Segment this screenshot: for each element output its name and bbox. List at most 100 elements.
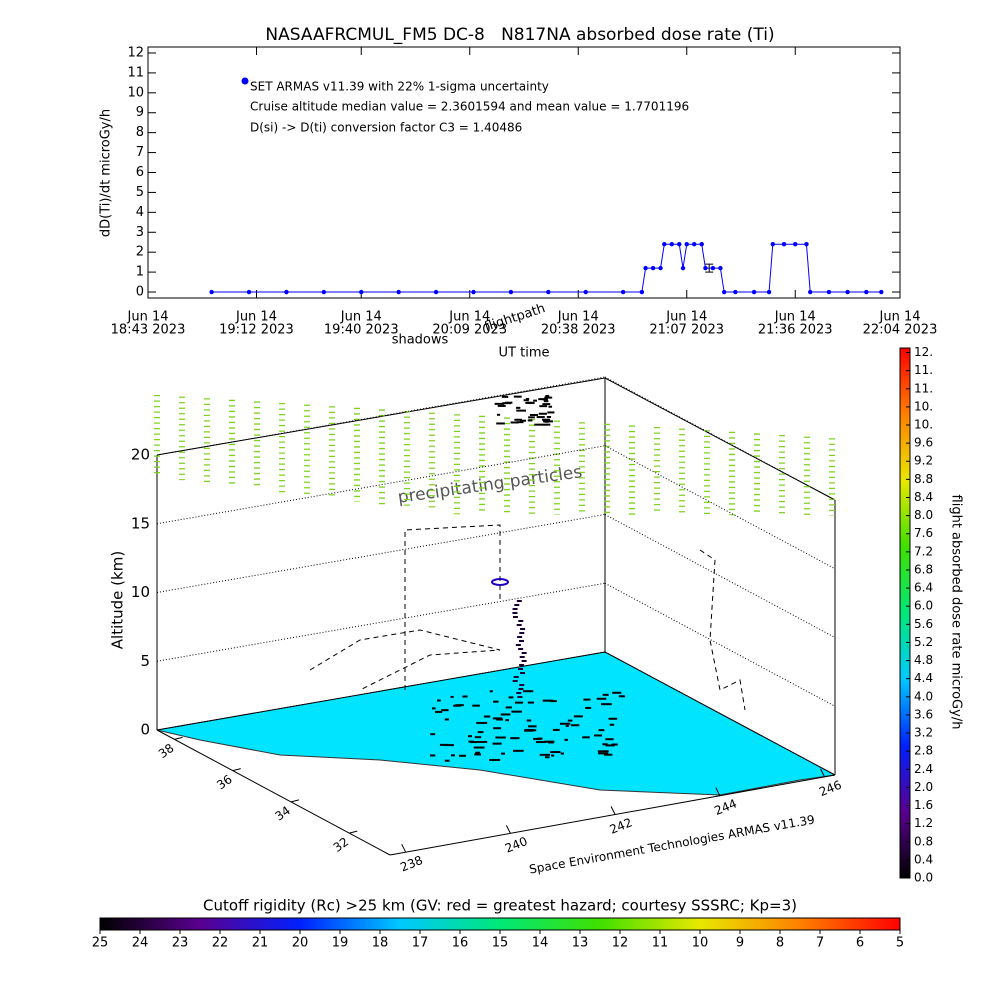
lat-tick [232, 768, 241, 772]
flight-blip [515, 644, 521, 646]
flight-blip [518, 688, 524, 690]
colorbar [99, 917, 901, 931]
ground-shadow [444, 759, 450, 762]
flight-blip [521, 660, 527, 662]
ground-shadow [551, 754, 555, 757]
colorbar-tick-label: 3.2 [914, 726, 933, 740]
z-axis-title: Altitude (km) [109, 551, 127, 649]
ground-shadow [430, 733, 436, 736]
lat-tick [290, 799, 300, 803]
data-point [321, 289, 327, 295]
lon-tick-label: 238 [398, 853, 424, 875]
chart-title: NASAAFRCMUL_FM5 DC-8 N817NA absorbed dos… [265, 25, 774, 45]
flight-blip [543, 400, 549, 403]
colorbar-tick-label: 5.6 [914, 617, 933, 631]
ground-shadow [512, 749, 524, 752]
y-tick-label: 7 [136, 145, 144, 160]
flight-blip [514, 604, 520, 606]
x-tick-label: 18:43 2023 [111, 323, 186, 338]
annotation: D(si) -> D(ti) conversion factor C3 = 1.… [250, 121, 522, 135]
colorbar-tick-label: 8.8 [914, 472, 933, 486]
y-tick-label: 5 [136, 185, 144, 200]
flight-blip [545, 395, 550, 398]
ground-shadow [489, 690, 493, 693]
flight-blip [505, 401, 513, 404]
flight-blip [539, 405, 548, 408]
data-point [658, 265, 663, 271]
colorbar-tick-label: 2.0 [914, 780, 933, 794]
ground-shadow [468, 740, 474, 743]
flight-blip [538, 398, 548, 401]
data-point [808, 289, 813, 295]
ground-shadow [602, 743, 608, 746]
ground-shadow [493, 727, 502, 730]
ground-shadow [439, 743, 449, 746]
lon-tick-label: 244 [712, 796, 738, 818]
colorbar-tick-label: 6.8 [914, 562, 933, 576]
ground-shadow [434, 710, 443, 713]
ground-shadow [492, 742, 502, 745]
legend-label: SET ARMAS v11.39 with 22% 1-sigma uncert… [250, 80, 549, 94]
ground-shadow [605, 738, 614, 741]
colorbar-tick-label: 11 [652, 936, 669, 951]
ground-shadow [474, 753, 481, 756]
flight-blip [534, 423, 543, 426]
colorbar-tick-label: 6 [856, 936, 864, 951]
colorbar-tick-label: 9.6 [914, 436, 933, 450]
flight-blip [544, 420, 549, 423]
colorbar-tick-label: 18 [372, 936, 389, 951]
ground-shadow [444, 718, 449, 721]
y-tick-label: 9 [136, 105, 144, 120]
ground-shadow [431, 707, 436, 710]
flight-blip [533, 399, 538, 402]
flight-blip [497, 404, 506, 407]
ground-shadow [514, 701, 524, 704]
coastline [156, 729, 836, 796]
z-tick-label: 5 [140, 652, 150, 670]
flight-blip [521, 652, 527, 654]
colorbar-tick-label: 9.2 [914, 454, 933, 468]
flight-blip [542, 423, 548, 426]
data-point [583, 289, 588, 295]
ground-shadow [598, 752, 609, 755]
colorbar-tick-label: 4.4 [914, 671, 933, 685]
ground-shadow [430, 754, 436, 757]
flight-blip [497, 413, 501, 416]
ground-shadow [564, 738, 568, 741]
x-tick-label: 19:40 2023 [324, 323, 399, 338]
data-point [359, 289, 364, 295]
lon-tick-label: 242 [608, 815, 634, 837]
data-point [433, 289, 439, 295]
flight-blip [516, 624, 522, 626]
flight-blip [512, 616, 518, 618]
flight-blip [491, 578, 509, 586]
grid-line [604, 445, 836, 570]
overlay-label: shadows [392, 333, 449, 348]
data-line [211, 243, 882, 293]
ground-shadow [505, 719, 509, 722]
z-tick-label: 15 [131, 514, 150, 532]
flight-blip [516, 692, 522, 694]
flight-blip [529, 413, 539, 416]
x-tick-label: Jun 14 [127, 310, 169, 325]
data-point [804, 242, 809, 247]
flight-blip [517, 636, 523, 638]
flight-blip [518, 668, 524, 670]
lat-tick-label: 32 [331, 835, 352, 855]
ground-shadow [567, 719, 573, 722]
data-point [246, 289, 252, 295]
lat-tick-label: 38 [156, 741, 177, 761]
colorbar-tick-label: 10. [914, 418, 933, 432]
data-point [721, 289, 727, 295]
lon-tick-label: 246 [817, 778, 843, 800]
flight-blip [494, 402, 505, 405]
y-tick-label: 2 [136, 245, 144, 260]
data-point [826, 289, 832, 295]
colorbar-tick-label: 0.8 [914, 834, 933, 848]
colorbar-tick-label: 3.6 [914, 707, 933, 721]
x-tick-label: Jun 14 [879, 310, 921, 325]
data-point [703, 265, 708, 271]
colorbar-tick-label: 17 [412, 936, 429, 951]
ground-shadow [550, 700, 557, 703]
colorbar-tick-label: 1.2 [914, 816, 933, 830]
